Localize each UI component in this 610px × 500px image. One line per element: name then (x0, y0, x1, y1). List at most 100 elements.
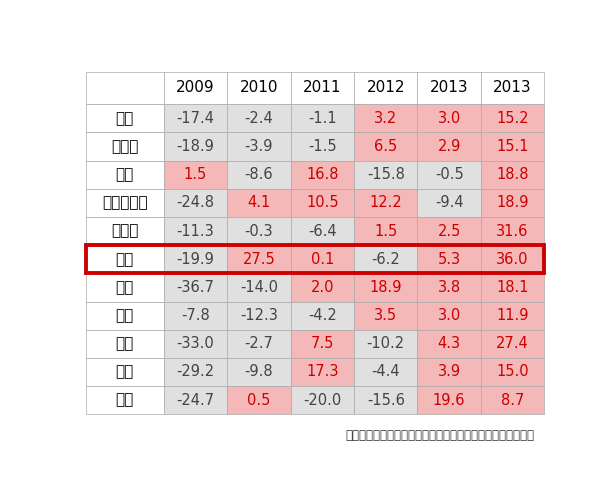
Text: -2.4: -2.4 (245, 111, 273, 126)
Text: -0.3: -0.3 (245, 224, 273, 238)
Text: -33.0: -33.0 (176, 336, 214, 351)
Bar (163, 217, 227, 245)
Text: 3.0: 3.0 (437, 308, 461, 323)
Bar (481, 245, 544, 274)
Bar (290, 274, 354, 301)
Bar (481, 302, 544, 330)
Text: 3.2: 3.2 (374, 111, 397, 126)
Bar (163, 132, 227, 160)
Bar (85, 245, 163, 274)
Text: 18.9: 18.9 (370, 280, 402, 295)
Bar (85, 189, 163, 217)
Bar (290, 217, 354, 245)
Text: -3.9: -3.9 (245, 139, 273, 154)
Text: -2.7: -2.7 (245, 336, 273, 351)
Text: 0.1: 0.1 (310, 252, 334, 266)
Bar (290, 132, 354, 160)
Bar (227, 160, 290, 189)
Bar (481, 217, 544, 245)
Text: 12.2: 12.2 (369, 196, 402, 210)
Bar (227, 72, 290, 104)
Text: 36.0: 36.0 (497, 252, 529, 266)
Bar (163, 160, 227, 189)
Bar (354, 160, 417, 189)
Bar (227, 358, 290, 386)
Bar (85, 160, 163, 189)
Bar (354, 245, 417, 274)
Text: 2011: 2011 (303, 80, 342, 96)
Bar (354, 274, 417, 301)
Bar (227, 330, 290, 358)
Text: 四国: 四国 (115, 364, 134, 380)
Bar (417, 189, 481, 217)
Text: -20.0: -20.0 (303, 392, 342, 407)
Bar (290, 358, 354, 386)
Text: 4.1: 4.1 (247, 196, 270, 210)
Bar (290, 189, 354, 217)
Bar (290, 330, 354, 358)
Text: -0.5: -0.5 (435, 167, 464, 182)
Text: 北関東甲信: 北関東甲信 (102, 196, 148, 210)
Text: -6.2: -6.2 (371, 252, 400, 266)
Text: 8.7: 8.7 (501, 392, 524, 407)
Text: 2.0: 2.0 (310, 280, 334, 295)
Bar (481, 358, 544, 386)
Bar (354, 217, 417, 245)
Text: 17.3: 17.3 (306, 364, 339, 380)
Bar (163, 274, 227, 301)
Text: -36.7: -36.7 (176, 280, 214, 295)
Bar (481, 330, 544, 358)
Bar (85, 358, 163, 386)
Bar (227, 386, 290, 414)
Bar (85, 386, 163, 414)
Text: 6.5: 6.5 (374, 139, 397, 154)
Text: -12.3: -12.3 (240, 308, 278, 323)
Bar (354, 132, 417, 160)
Text: 東海: 東海 (115, 280, 134, 295)
Bar (290, 72, 354, 104)
Text: 18.9: 18.9 (497, 196, 529, 210)
Bar (85, 302, 163, 330)
Text: -4.4: -4.4 (371, 364, 400, 380)
Text: -7.8: -7.8 (181, 308, 210, 323)
Text: 1.5: 1.5 (184, 167, 207, 182)
Text: 16.8: 16.8 (306, 167, 339, 182)
Bar (85, 330, 163, 358)
Bar (417, 72, 481, 104)
Bar (85, 132, 163, 160)
Bar (417, 302, 481, 330)
Text: 2009: 2009 (176, 80, 215, 96)
Bar (227, 189, 290, 217)
Text: 27.4: 27.4 (496, 336, 529, 351)
Bar (354, 302, 417, 330)
Bar (163, 358, 227, 386)
Text: -19.9: -19.9 (176, 252, 214, 266)
Text: 11.9: 11.9 (497, 308, 529, 323)
Bar (417, 104, 481, 132)
Bar (227, 217, 290, 245)
Text: 関西: 関西 (115, 308, 134, 323)
Bar (227, 104, 290, 132)
Text: 3.8: 3.8 (437, 280, 461, 295)
Bar (481, 160, 544, 189)
Bar (85, 104, 163, 132)
Bar (163, 302, 227, 330)
Bar (354, 189, 417, 217)
Bar (85, 274, 163, 301)
Bar (417, 245, 481, 274)
Bar (417, 217, 481, 245)
Bar (163, 245, 227, 274)
Text: -29.2: -29.2 (176, 364, 215, 380)
Text: 2010: 2010 (240, 80, 278, 96)
Text: 10.5: 10.5 (306, 196, 339, 210)
Bar (290, 245, 354, 274)
Text: 31.6: 31.6 (497, 224, 529, 238)
Bar (227, 302, 290, 330)
Text: 5.3: 5.3 (437, 252, 461, 266)
Text: -15.6: -15.6 (367, 392, 404, 407)
Text: 18.1: 18.1 (497, 280, 529, 295)
Text: -24.7: -24.7 (176, 392, 215, 407)
Bar (417, 358, 481, 386)
Bar (163, 330, 227, 358)
Text: -9.8: -9.8 (245, 364, 273, 380)
